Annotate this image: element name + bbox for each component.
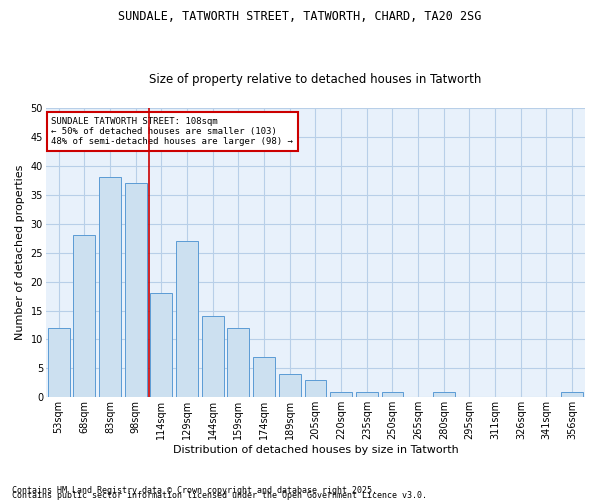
Bar <box>99 178 121 398</box>
Bar <box>279 374 301 398</box>
Bar <box>561 392 583 398</box>
Bar <box>433 392 455 398</box>
Bar <box>227 328 250 398</box>
Text: SUNDALE TATWORTH STREET: 108sqm
← 50% of detached houses are smaller (103)
48% o: SUNDALE TATWORTH STREET: 108sqm ← 50% of… <box>51 116 293 146</box>
Bar <box>48 328 70 398</box>
Title: Size of property relative to detached houses in Tatworth: Size of property relative to detached ho… <box>149 73 482 86</box>
Bar <box>125 183 146 398</box>
Text: Contains public sector information licensed under the Open Government Licence v3: Contains public sector information licen… <box>12 490 427 500</box>
Bar <box>253 357 275 398</box>
Y-axis label: Number of detached properties: Number of detached properties <box>15 165 25 340</box>
Bar <box>176 241 198 398</box>
Text: SUNDALE, TATWORTH STREET, TATWORTH, CHARD, TA20 2SG: SUNDALE, TATWORTH STREET, TATWORTH, CHAR… <box>118 10 482 23</box>
Bar <box>151 293 172 398</box>
Text: Contains HM Land Registry data © Crown copyright and database right 2025.: Contains HM Land Registry data © Crown c… <box>12 486 377 495</box>
Bar <box>305 380 326 398</box>
Bar <box>356 392 377 398</box>
Bar <box>330 392 352 398</box>
Bar <box>202 316 224 398</box>
Bar <box>73 236 95 398</box>
X-axis label: Distribution of detached houses by size in Tatworth: Distribution of detached houses by size … <box>173 445 458 455</box>
Bar <box>382 392 403 398</box>
